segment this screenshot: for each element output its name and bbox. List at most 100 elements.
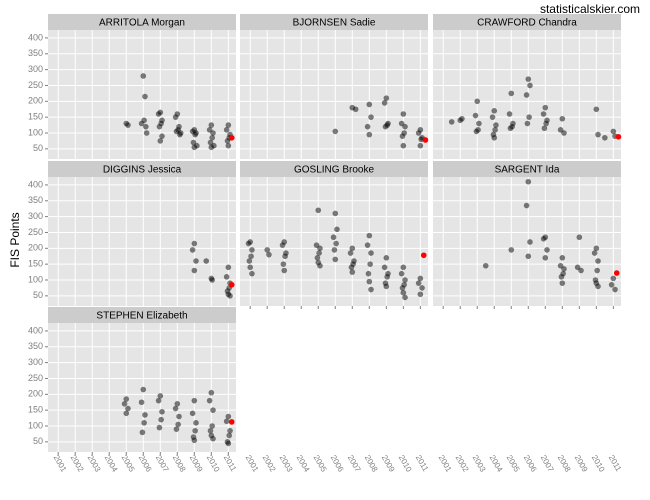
data-point <box>612 286 618 293</box>
data-point <box>334 226 340 233</box>
y-tick-label: 150 <box>28 112 43 122</box>
data-point <box>415 280 422 286</box>
data-point <box>142 412 148 418</box>
data-point <box>209 277 215 283</box>
panel-background <box>48 177 236 306</box>
x-tick-label: 2005 <box>312 454 329 474</box>
facet-title: ARRITOLA Morgan <box>99 18 185 29</box>
data-point <box>524 120 531 127</box>
data-point <box>422 137 429 143</box>
x-tick-label: 2004 <box>295 454 312 474</box>
x-tick-label: 2011 <box>222 454 239 474</box>
data-point <box>142 93 148 100</box>
data-point <box>489 114 496 120</box>
data-point <box>266 251 272 258</box>
facet-strip <box>48 307 236 323</box>
data-point <box>576 234 583 241</box>
y-tick-label: 350 <box>28 341 43 351</box>
data-point <box>368 250 374 256</box>
data-point <box>143 123 149 130</box>
data-point <box>417 142 424 149</box>
panel-background <box>240 30 428 159</box>
data-point <box>139 429 146 436</box>
data-point <box>249 270 255 277</box>
data-point <box>347 250 354 256</box>
data-point <box>191 267 198 274</box>
x-tick-label: 2003 <box>86 454 103 474</box>
facet-strip <box>48 161 236 177</box>
data-point <box>610 275 617 282</box>
y-tick-label: 100 <box>28 274 43 284</box>
data-point <box>249 247 255 253</box>
y-tick-label: 50 <box>33 436 43 446</box>
data-point <box>123 410 130 417</box>
data-point <box>225 440 232 447</box>
y-tick-label: 200 <box>28 96 43 106</box>
data-point <box>417 275 424 282</box>
data-point <box>159 133 165 139</box>
facet-strip <box>48 14 236 30</box>
facet-strip <box>433 14 621 30</box>
data-point <box>400 264 407 271</box>
data-point <box>314 255 321 261</box>
data-point <box>474 98 481 105</box>
data-point <box>473 128 480 135</box>
x-tick-label: 2006 <box>522 454 539 474</box>
x-tick-label: 2008 <box>171 454 188 474</box>
x-tick-label: 2008 <box>363 454 380 474</box>
y-tick-label: 300 <box>28 64 43 74</box>
data-point <box>613 270 620 276</box>
x-tick-label: 2005 <box>505 454 522 474</box>
data-point <box>527 239 533 245</box>
data-point <box>615 134 622 140</box>
data-point <box>316 250 322 256</box>
data-point <box>364 242 371 248</box>
x-tick-label: 2002 <box>454 454 471 474</box>
facet-strip <box>240 14 428 30</box>
data-point <box>208 144 215 151</box>
data-point <box>157 138 164 144</box>
data-point <box>206 397 213 404</box>
data-point <box>418 136 424 143</box>
y-tick-label: 400 <box>28 325 43 335</box>
data-point <box>192 427 198 434</box>
x-tick-label: 2011 <box>607 454 624 474</box>
data-point <box>141 420 147 426</box>
x-tick-label: 2010 <box>205 454 222 474</box>
y-tick-label: 400 <box>28 179 43 189</box>
data-point <box>279 242 286 248</box>
y-tick-label: 150 <box>28 405 43 415</box>
data-point <box>578 267 584 274</box>
data-point <box>559 255 566 261</box>
data-point <box>317 262 323 269</box>
data-point <box>138 399 145 406</box>
data-point <box>348 264 355 271</box>
data-point <box>280 261 287 267</box>
data-point <box>193 420 199 426</box>
data-point <box>157 393 164 399</box>
x-tick-label: 2008 <box>556 454 573 474</box>
data-point <box>191 437 198 444</box>
data-point <box>419 285 425 291</box>
data-point <box>382 123 389 130</box>
data-point <box>558 274 565 280</box>
data-point <box>472 112 479 119</box>
data-point <box>189 247 196 253</box>
x-tick-label: 2007 <box>539 454 556 474</box>
data-point <box>525 253 532 260</box>
data-point <box>189 410 196 417</box>
facet-title: BJORNSEN Sadie <box>293 18 376 29</box>
data-point <box>507 125 514 132</box>
data-point <box>593 106 600 113</box>
data-point <box>143 130 150 136</box>
watermark: statisticalskier.com <box>540 2 640 16</box>
data-point <box>610 128 617 135</box>
y-tick-label: 250 <box>28 227 43 237</box>
data-point <box>523 92 530 98</box>
y-tick-label: 200 <box>28 389 43 399</box>
data-point <box>223 274 230 280</box>
y-tick-label: 300 <box>28 357 43 367</box>
x-tick-label: 2006 <box>329 454 346 474</box>
data-point <box>175 421 181 428</box>
